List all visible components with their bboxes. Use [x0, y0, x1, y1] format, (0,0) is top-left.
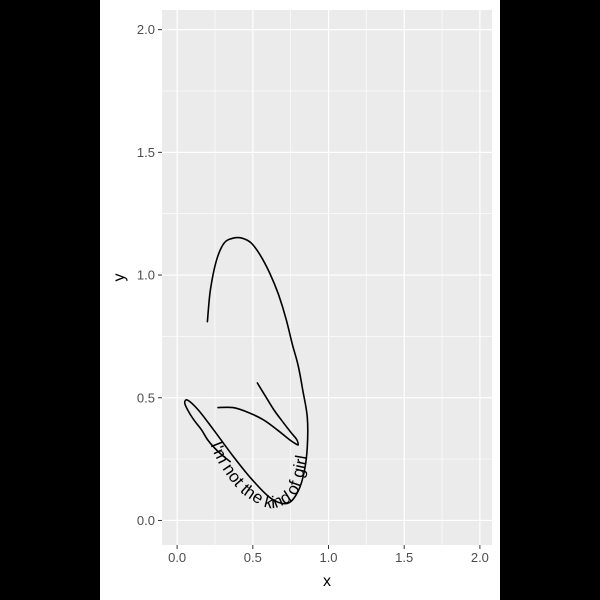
- x-tick-label: 0.5: [244, 550, 262, 565]
- grid-minor: [162, 10, 492, 545]
- y-tick-label: 1.0: [137, 268, 155, 283]
- x-tick-label: 0.0: [168, 550, 186, 565]
- x-axis-title: x: [323, 573, 331, 590]
- x-tick-label: 1.5: [395, 550, 413, 565]
- y-tick-label: 1.5: [137, 145, 155, 160]
- plot-figure: 0.0 0.5 1.0 1.5 2.0 0.0 0.5 1.0 1.5 2.0 I'm not t…: [100, 0, 500, 600]
- x-tick-label: 1.0: [319, 550, 337, 565]
- series-layer: [183, 236, 309, 505]
- y-tick-label: 2.0: [137, 22, 155, 37]
- x-tick-label: 2.0: [471, 550, 489, 565]
- y-tick-label: 0.5: [137, 390, 155, 405]
- series-line-curve: [183, 236, 309, 505]
- y-axis-title: y: [111, 274, 128, 282]
- series-line-inner-stroke: [217, 382, 299, 446]
- chart: 0.0 0.5 1.0 1.5 2.00.00.51.01.52.0 I'm not t…: [111, 10, 492, 590]
- grid-major: [162, 10, 492, 545]
- plot-panel: [162, 10, 492, 545]
- y-tick-label: 0.0: [137, 513, 155, 528]
- axis-ticks: 0.0 0.5 1.0 1.5 2.0 0.0 0.5 1.0 1.5 2.0: [137, 22, 489, 565]
